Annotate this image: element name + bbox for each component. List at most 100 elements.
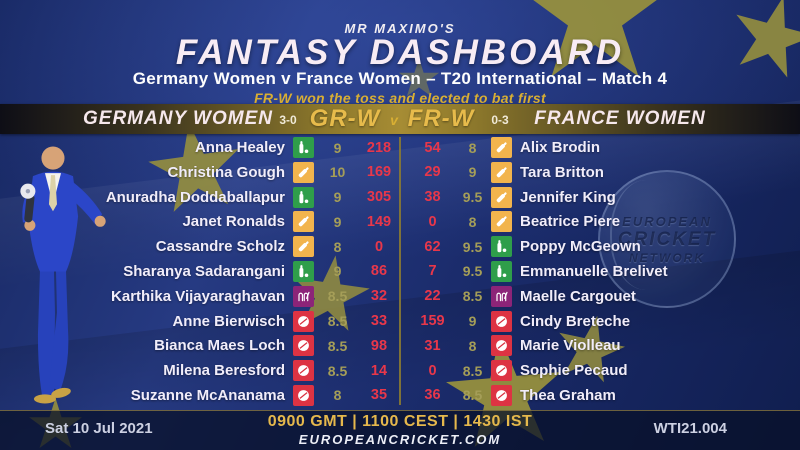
right-player-name: Beatrice Piere: [520, 213, 621, 231]
keeper-gloves-icon: [298, 291, 310, 302]
bat-ball-icon: [497, 240, 507, 253]
left-player-name: Anne Bierwisch: [172, 312, 285, 330]
right-player-name: Alix Brodin: [520, 139, 601, 156]
right-player-points: 159: [420, 313, 445, 330]
left-player-name: Bianca Maes Loch: [154, 337, 285, 355]
right-player-role-icon: [491, 384, 512, 406]
left-player-name: Karthika Vijayaraghavan: [111, 287, 285, 305]
bat-icon: [496, 191, 507, 202]
bat-ball-icon: [299, 141, 309, 154]
bat-icon: [496, 142, 507, 153]
ball-icon: [496, 390, 507, 401]
left-player-name: Suzanne McAnanama: [130, 386, 285, 404]
left-player-price: 9: [333, 139, 342, 156]
left-player-role-icon: [293, 260, 314, 282]
right-player-role-icon: [491, 335, 512, 357]
left-player-price: 8.5: [327, 288, 348, 305]
left-player-price: 9: [333, 213, 342, 230]
left-player-points: 33: [370, 313, 388, 330]
right-player-name: Tara Britton: [520, 163, 604, 181]
left-player-role-icon: [293, 137, 314, 158]
ecn-watermark: EUROPEAN CRICKET NETWORK: [598, 170, 736, 308]
website-label: EUROPEANCRICKET.COM: [298, 432, 502, 447]
left-player-name: Sharanya Sadarangani: [123, 262, 285, 280]
left-player-points: 35: [370, 387, 388, 404]
left-player-role-icon: [293, 335, 314, 357]
left-team-name: GERMANY WOMEN: [83, 108, 273, 129]
bat-icon: [298, 216, 309, 227]
left-player-role-icon: [293, 236, 314, 258]
player-row: Anne Bierwisch 8.5 33 159 9 Cindy Bretec…: [100, 310, 748, 333]
left-player-name: Christina Gough: [167, 163, 286, 181]
right-player-points: 31: [424, 337, 441, 354]
bat-icon: [298, 167, 309, 178]
left-player-role-icon: [293, 211, 314, 233]
match-title: Germany Women v France Women – T20 Inter…: [132, 69, 668, 88]
right-player-price: 9: [468, 164, 477, 181]
right-player-price: 8.5: [462, 387, 483, 404]
ball-icon: [298, 340, 309, 352]
left-player-points: 305: [366, 189, 392, 206]
left-player-points: 149: [366, 213, 392, 230]
left-player-name: Cassandre Scholz: [155, 238, 285, 256]
right-player-price: 9.5: [462, 263, 483, 280]
right-player-price: 9: [468, 313, 477, 330]
right-player-price: 9.5: [462, 238, 483, 255]
right-team-name: FRANCE WOMEN: [534, 108, 706, 129]
left-player-price: 9: [333, 189, 342, 206]
player-row: Anuradha Doddaballapur 9 305 38 9.5 Jenn…: [100, 186, 748, 209]
left-player-price: 8.5: [327, 337, 348, 354]
right-player-name: Emmanuelle Brelivet: [520, 262, 668, 280]
right-player-name: Maelle Cargouet: [520, 287, 636, 305]
right-player-points: 7: [428, 263, 437, 280]
bat-icon: [496, 216, 507, 227]
right-team-record: 0-3: [491, 113, 509, 127]
right-player-points: 29: [424, 164, 441, 181]
left-player-role-icon: [293, 360, 314, 382]
right-player-name: Poppy McGeown: [520, 238, 641, 256]
right-player-points: 36: [424, 387, 441, 404]
ball-icon: [298, 365, 309, 377]
match-code: WTI21.004: [653, 420, 727, 437]
footer-bar: Sat 10 Jul 2021 0900 GMT | 1100 CEST | 1…: [0, 410, 800, 450]
ball-icon: [298, 390, 309, 401]
right-player-role-icon: [491, 310, 512, 332]
bat-ball-icon: [299, 265, 309, 278]
left-player-name: Janet Ronalds: [182, 213, 285, 231]
left-player-role-icon: [293, 384, 314, 406]
left-player-role-icon: [293, 285, 314, 307]
right-player-price: 8.5: [462, 288, 483, 305]
player-row: Sharanya Sadarangani 9 86 7 9.5 Emmanuel…: [100, 260, 748, 283]
left-player-role-icon: [293, 186, 314, 208]
right-player-name: Jennifer King: [520, 188, 616, 206]
presenter-photo: [20, 146, 106, 404]
left-team-record: 3-0: [279, 113, 297, 127]
left-player-price: 8.5: [327, 362, 348, 379]
right-player-points: 0: [428, 362, 437, 379]
bat-ball-icon: [497, 265, 507, 278]
left-player-points: 169: [366, 164, 392, 181]
left-player-price: 8: [333, 387, 342, 404]
page-title: FANTASY DASHBOARD: [175, 33, 625, 72]
right-player-name: Thea Graham: [520, 386, 616, 404]
right-player-role-icon: [491, 285, 512, 307]
toss-note: FR-W won the toss and elected to bat fir…: [254, 90, 546, 106]
right-team-code: FR-W: [407, 105, 475, 132]
player-row: Janet Ronalds 9 149 0 8 Beatrice Piere: [100, 210, 748, 233]
right-player-points: 54: [424, 139, 441, 156]
right-player-role-icon: [491, 211, 512, 233]
left-player-points: 14: [370, 362, 388, 379]
right-player-points: 62: [424, 238, 441, 255]
right-player-role-icon: [491, 186, 512, 208]
right-player-price: 8.5: [462, 362, 483, 379]
match-times: 0900 GMT | 1100 CEST | 1430 IST: [267, 413, 533, 430]
right-player-role-icon: [491, 137, 512, 158]
ball-icon: [496, 315, 507, 327]
bat-icon: [496, 167, 507, 178]
player-row: Anna Healey 9 218 54 8 Alix Brodin: [100, 136, 748, 159]
match-date: Sat 10 Jul 2021: [45, 420, 153, 437]
right-player-role-icon: [491, 236, 512, 258]
right-player-name: Sophie Pecaud: [520, 362, 628, 380]
player-row: Bianca Maes Loch 8.5 98 31 8 Marie Violl…: [100, 334, 748, 357]
